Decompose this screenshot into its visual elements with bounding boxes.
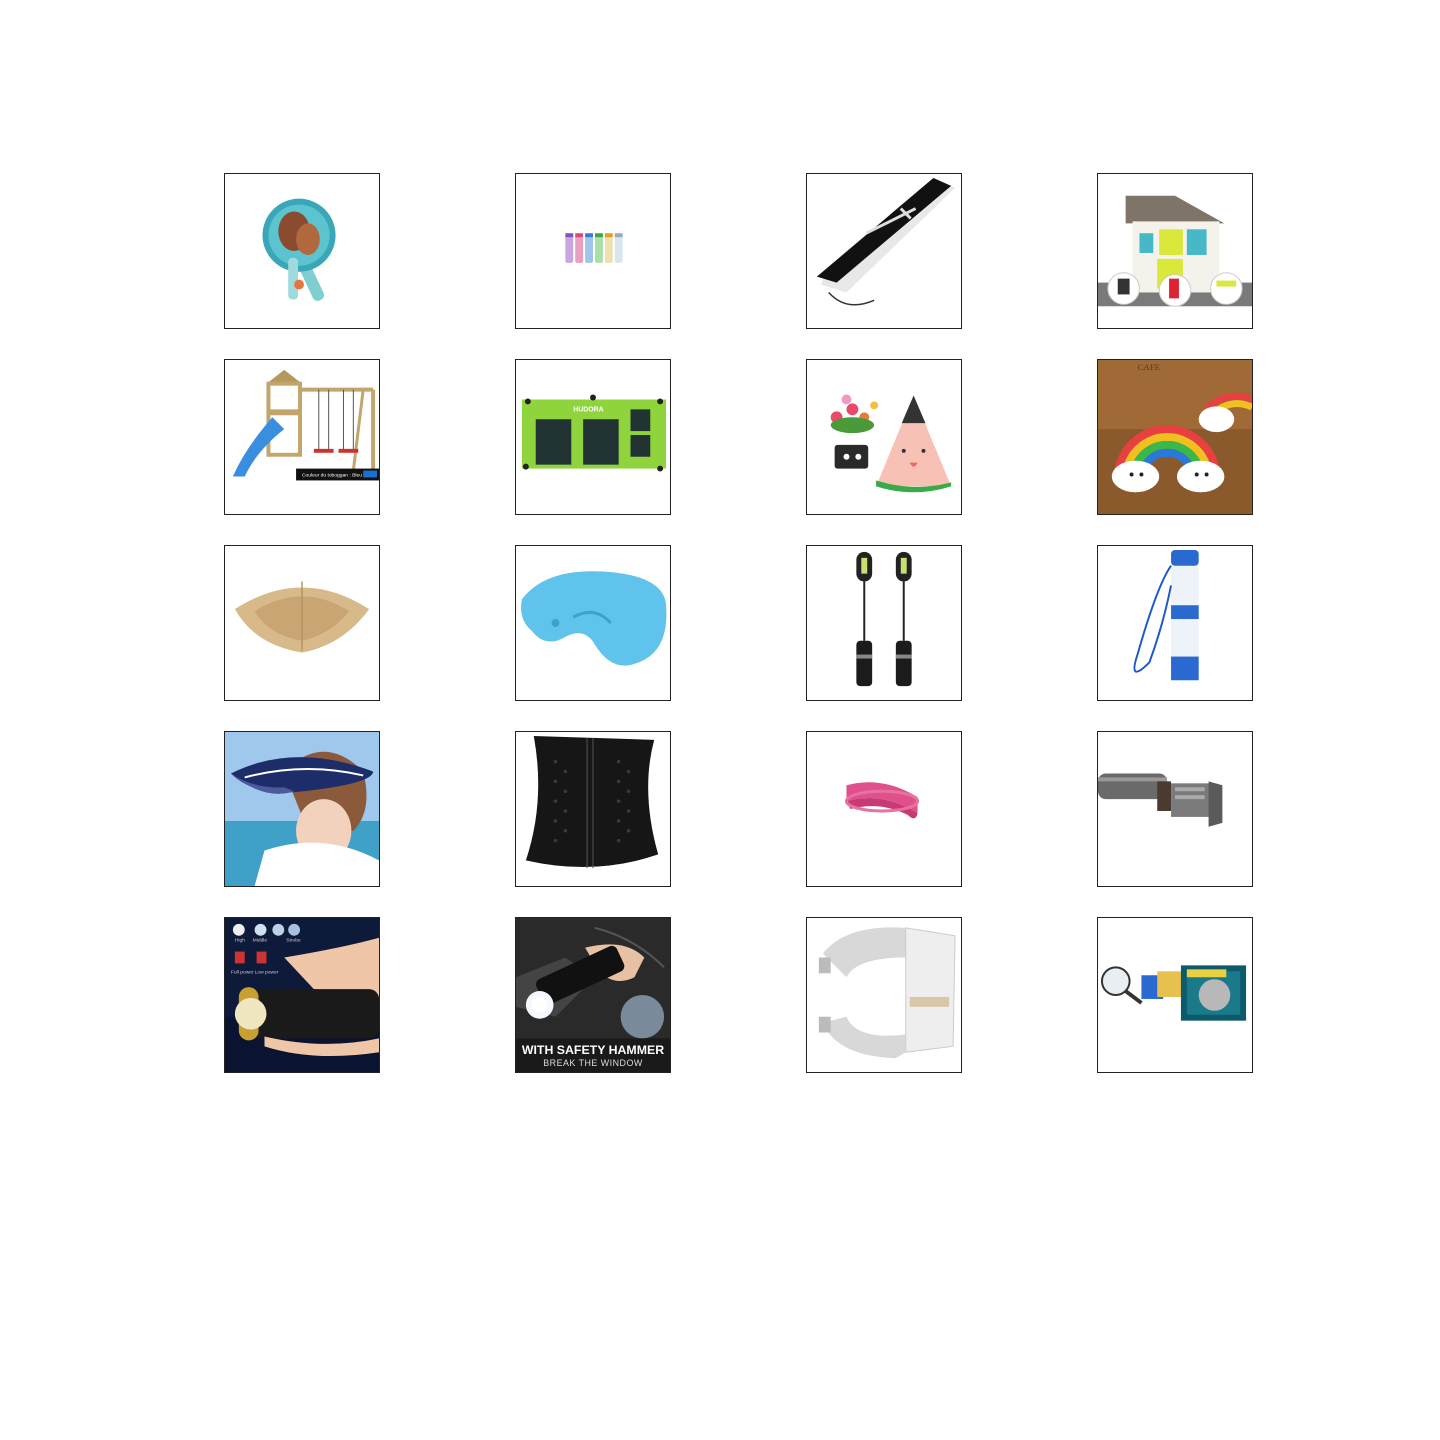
product-tile[interactable] [515, 545, 671, 701]
product-tile[interactable] [806, 545, 962, 701]
watermelon-planter-icon [830, 394, 952, 493]
sun-visor-hat-icon [225, 732, 379, 886]
product-tile[interactable] [224, 731, 380, 887]
product-tile[interactable]: CAFE [1097, 359, 1253, 515]
product-tile[interactable]: High Middle Strobe Full power Low power [224, 917, 380, 1073]
pink-headband-icon [845, 782, 920, 819]
low-power-label: Low power [255, 969, 279, 975]
product-tile[interactable]: HUDORA [515, 359, 671, 515]
product-tile[interactable] [1097, 545, 1253, 701]
product-tile[interactable] [1097, 731, 1253, 887]
full-power-label: Full power [231, 969, 254, 975]
rainbow-cloud-lamp-icon: CAFE [1098, 360, 1252, 514]
product-tile[interactable] [806, 173, 962, 329]
mode-middle-label: Middle [253, 938, 268, 944]
led-flashlight-hand-icon: High Middle Strobe Full power Low power [225, 918, 379, 1072]
product-tile[interactable] [515, 731, 671, 887]
slide-color-label: Couleur du toboggan : Bleu [302, 472, 362, 478]
waist-trainer-icon [525, 735, 659, 869]
sand-pile-icon [234, 581, 370, 653]
product-tile[interactable] [806, 359, 962, 515]
promo-headline: WITH SAFETY HAMMER [522, 1043, 664, 1057]
mode-high-label: High [235, 938, 245, 944]
water-filter-straw-icon [1133, 549, 1199, 681]
swing-set-slide-icon: Couleur du toboggan : Bleu [232, 369, 379, 481]
product-tile[interactable]: Couleur du toboggan : Bleu [224, 359, 380, 515]
promo-subline: BREAK THE WINDOW [543, 1058, 643, 1068]
product-tile[interactable] [224, 545, 380, 701]
magnifier-kit-icon [1100, 965, 1247, 1021]
product-tile[interactable] [1097, 173, 1253, 329]
crate-label: CAFE [1137, 362, 1160, 372]
product-tile[interactable]: WITH SAFETY HAMMER BREAK THE WINDOW [515, 917, 671, 1073]
tactical-flashlight-icon [1098, 773, 1223, 827]
mode-strobe-label: Strobe [286, 938, 301, 944]
product-tile[interactable] [1097, 917, 1253, 1073]
product-tile[interactable] [515, 173, 671, 329]
umbrella-carry-bag-icon [816, 177, 956, 306]
led-grill-lights-icon [856, 551, 912, 687]
beach-paddle-set-icon [262, 198, 336, 301]
safety-hammer-flashlight-icon: WITH SAFETY HAMMER BREAK THE WINDOW [516, 918, 670, 1072]
bubble-tubes-icon [565, 233, 623, 263]
inflatable-neck-pillow-icon [521, 571, 667, 666]
product-tile[interactable] [806, 731, 962, 887]
green-mesh-organizer-icon: HUDORA [521, 394, 667, 472]
kids-playhouse-icon [1098, 195, 1252, 307]
brand-label: HUDORA [573, 406, 603, 413]
product-tile[interactable] [224, 173, 380, 329]
watch-band-icon [818, 927, 956, 1059]
product-grid: Couleur du toboggan : Bleu HUDORA [224, 173, 1253, 1073]
product-tile[interactable] [806, 917, 962, 1073]
